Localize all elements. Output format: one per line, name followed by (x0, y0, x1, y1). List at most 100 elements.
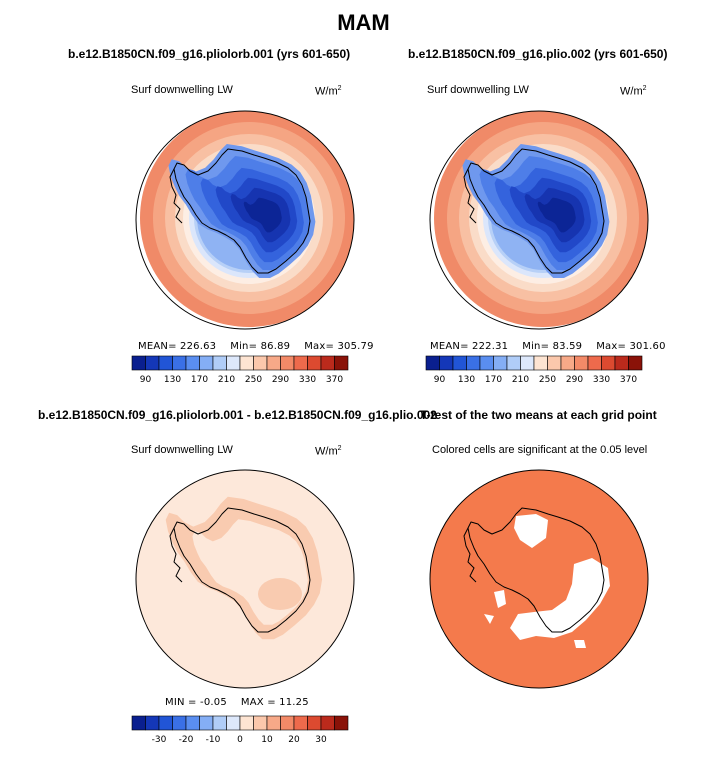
colorbar-swatch (307, 715, 322, 731)
colorbar-tick-label: 210 (218, 375, 235, 385)
colorbar-tick-label: 330 (593, 375, 610, 385)
diff-positive-region (258, 578, 302, 610)
colorbar-swatch (185, 715, 200, 731)
panel-3-max: 11.25 (279, 697, 309, 708)
colorbar-tick-label: 0 (237, 735, 243, 745)
colorbar-tick-label: 170 (485, 375, 502, 385)
colorbar-swatch (199, 355, 214, 371)
peninsula-path (169, 168, 183, 224)
colorbar-swatch (425, 355, 440, 371)
colorbar-tick-label: 30 (315, 735, 327, 745)
colorbar-swatch (212, 355, 227, 371)
colorbar-tick-label: -30 (152, 735, 167, 745)
panel-1-units: W/m2 (315, 85, 342, 98)
colorbar-swatch (320, 355, 335, 371)
panel-1-min: 86.89 (260, 341, 291, 352)
colorbar-swatch (439, 355, 454, 371)
colorbar-tick-label: 250 (539, 375, 556, 385)
panel-1-stats: MEAN= 226.63 Min= 86.89 Max= 305.79 (138, 341, 374, 352)
figure-title: MAM (337, 10, 390, 35)
panel-2-map-boundary (429, 110, 649, 330)
colorbar-swatch (334, 355, 349, 371)
panel-1-title: b.e12.B1850CN.f09_g16.pliolorb.001 (yrs … (68, 47, 351, 61)
panel-3-variable-label: Surf downwelling LW (131, 444, 233, 456)
panel-2-min: 83.59 (552, 341, 583, 352)
colorbar-tick-label: -10 (206, 735, 221, 745)
panel-3-antarctica-coastline (169, 507, 311, 633)
colorbar-tick-label: 250 (245, 375, 262, 385)
insignificant-region (514, 514, 548, 548)
panel-2-map-fill (434, 111, 648, 327)
colorbar-swatch (239, 715, 254, 731)
coastline-path (173, 148, 311, 274)
panel-1-antarctica-coastline (169, 148, 311, 274)
panel-2-stats: MEAN= 222.31 Min= 83.59 Max= 301.60 (430, 341, 666, 352)
panel-4-subtitle: Colored cells are significant at the 0.0… (432, 444, 648, 456)
colorbar-swatch (293, 715, 308, 731)
panel-1-mean: 226.63 (180, 341, 217, 352)
panel-2-colorbar: 90 130 170 210 250 290 330 370 (425, 355, 643, 385)
colorbar-tick-label: 370 (326, 375, 343, 385)
colorbar-tick-label: 90 (434, 375, 446, 385)
colorbar-swatch (533, 355, 548, 371)
panel-3-map-fill (136, 470, 354, 688)
colorbar-swatch (560, 355, 575, 371)
colorbar-tick-label: 290 (272, 375, 289, 385)
colorbar-swatch (506, 355, 521, 371)
colorbar-swatch (185, 355, 200, 371)
panel-1-map-boundary (135, 110, 355, 330)
panel-4-title: T-test of the two means at each grid poi… (420, 408, 657, 422)
colorbar-swatch (280, 715, 295, 731)
colorbar-tick-label: -20 (179, 735, 194, 745)
colorbar-tick-label: 130 (458, 375, 475, 385)
panel-2-mean: 222.31 (472, 341, 509, 352)
colorbar-tick-label: 210 (512, 375, 529, 385)
panel-3-map (135, 469, 355, 689)
colorbar-swatch (145, 355, 160, 371)
colorbar-swatch (253, 355, 268, 371)
colorbar-swatch (158, 715, 173, 731)
panel-3-map-boundary (135, 469, 355, 689)
insignificant-region (494, 590, 506, 608)
colorbar-swatch (493, 355, 508, 371)
panel-3-colorbar: -30 -20 -10 0 10 20 30 (131, 715, 349, 745)
colorbar-swatch (266, 355, 281, 371)
coastline-path (467, 148, 605, 274)
panel-4-map (429, 469, 649, 689)
coastline-path (467, 507, 605, 633)
colorbar-swatch (293, 355, 308, 371)
ice-sheet-level (537, 197, 576, 233)
colorbar-swatch (587, 355, 602, 371)
colorbar-swatch (307, 355, 322, 371)
colorbar-swatch (131, 715, 146, 731)
colorbar-swatch (266, 715, 281, 731)
panel-1-map (135, 110, 355, 330)
panel-2-antarctica-coastline (463, 148, 605, 274)
panel-1-max: 305.79 (337, 341, 374, 352)
panel-1-map-fill (140, 111, 354, 327)
colorbar-tick-label: 370 (620, 375, 637, 385)
colorbar-swatch (212, 715, 227, 731)
peninsula-path (463, 527, 477, 583)
ice-sheet-level (243, 197, 282, 233)
colorbar-tick-label: 330 (299, 375, 316, 385)
colorbar-swatch (131, 355, 146, 371)
colorbar-tick-label: 290 (566, 375, 583, 385)
colorbar-swatch (145, 715, 160, 731)
colorbar-swatch (199, 715, 214, 731)
colorbar-swatch (334, 715, 349, 731)
colorbar-swatch (547, 355, 562, 371)
panel-1-colorbar: 90 130 170 210 250 290 330 370 (131, 355, 349, 385)
colorbar-swatch (158, 355, 173, 371)
panel-2-map (429, 110, 649, 330)
colorbar-tick-label: 130 (164, 375, 181, 385)
colorbar-swatch (172, 355, 187, 371)
colorbar-swatch (280, 355, 295, 371)
colorbar-swatch (452, 355, 467, 371)
colorbar-swatch (628, 355, 643, 371)
colorbar-tick-label: 90 (140, 375, 152, 385)
panel-2-max: 301.60 (629, 341, 666, 352)
insignificant-region (574, 640, 586, 648)
colorbar-swatch (253, 715, 268, 731)
colorbar-swatch (479, 355, 494, 371)
